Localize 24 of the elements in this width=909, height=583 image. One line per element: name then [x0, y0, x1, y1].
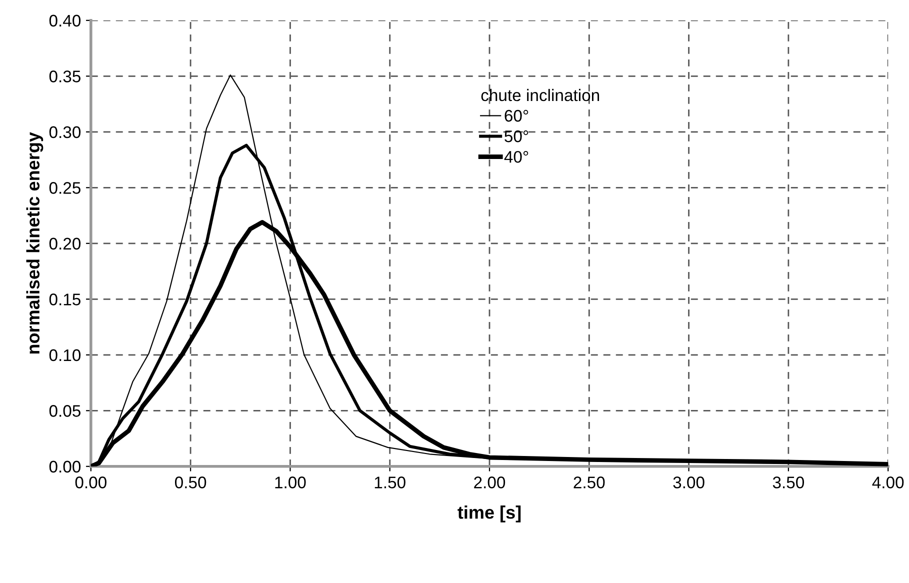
x-axis-title: time [s]	[458, 506, 521, 522]
x-tick-label: 3.50	[772, 476, 804, 488]
y-axis-title: normalised kinetic energy	[26, 132, 44, 354]
x-tick-label: 4.00	[872, 476, 904, 488]
y-tick-label: 0.05	[49, 405, 80, 417]
x-tick-label: 0.50	[174, 476, 206, 488]
y-tick-label: 0.30	[49, 126, 81, 138]
y-tick-label: 0.10	[49, 349, 81, 362]
legend-label: 40°	[504, 150, 528, 163]
x-tick-label: 3.00	[673, 476, 704, 488]
x-tick-label: 1.00	[275, 476, 306, 488]
legend-title: chute inclination	[481, 88, 600, 102]
x-tick-label: 1.50	[374, 476, 406, 488]
y-tick-label: 0.40	[49, 14, 81, 27]
x-tick-label: 0.00	[75, 476, 106, 488]
x-tick-label: 2.00	[474, 476, 506, 488]
legend-label: 60°	[504, 110, 528, 122]
legend-label: 50°	[504, 130, 528, 142]
y-tick-label: 0.35	[49, 70, 80, 82]
y-tick-label: 0.25	[49, 182, 80, 194]
x-tick-label: 2.50	[574, 476, 605, 488]
y-tick-label: 0.20	[49, 238, 81, 250]
y-tick-label: 0.15	[49, 294, 80, 306]
y-tick-label: 0.00	[49, 460, 81, 473]
